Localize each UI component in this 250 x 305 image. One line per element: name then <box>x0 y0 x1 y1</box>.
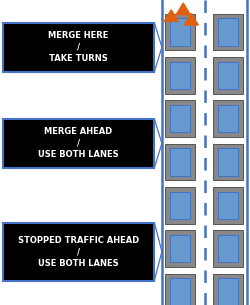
Text: STOPPED TRAFFIC AHEAD: STOPPED TRAFFIC AHEAD <box>18 235 138 245</box>
Text: USE BOTH LANES: USE BOTH LANES <box>38 150 118 160</box>
Bar <box>164 100 194 137</box>
Bar <box>212 14 242 50</box>
Bar <box>164 14 194 50</box>
Text: /: / <box>77 139 80 148</box>
Bar <box>170 192 190 219</box>
Bar <box>164 144 194 180</box>
Bar <box>170 148 190 176</box>
Bar <box>164 187 194 224</box>
Bar <box>170 18 190 46</box>
Bar <box>170 62 190 89</box>
Text: /: / <box>77 247 80 256</box>
Bar <box>164 274 194 305</box>
Bar <box>218 18 238 46</box>
Bar <box>218 192 238 219</box>
Bar <box>2 23 154 72</box>
Bar <box>212 230 242 267</box>
Bar <box>218 148 238 176</box>
Text: MERGE HERE: MERGE HERE <box>48 31 108 40</box>
Bar <box>212 274 242 305</box>
Bar <box>218 105 238 132</box>
Bar <box>212 100 242 137</box>
Bar <box>218 278 238 305</box>
Bar <box>212 187 242 224</box>
Polygon shape <box>164 10 177 21</box>
Text: USE BOTH LANES: USE BOTH LANES <box>38 259 118 268</box>
Bar <box>212 144 242 180</box>
Bar <box>2 223 154 281</box>
Bar <box>164 230 194 267</box>
Bar <box>212 57 242 94</box>
Bar <box>2 119 154 168</box>
Bar <box>218 235 238 262</box>
Bar <box>164 57 194 94</box>
Text: TAKE TURNS: TAKE TURNS <box>49 54 108 63</box>
Text: MERGE AHEAD: MERGE AHEAD <box>44 127 112 136</box>
Text: /: / <box>77 43 80 52</box>
Bar <box>170 235 190 262</box>
Polygon shape <box>184 13 198 25</box>
Polygon shape <box>176 3 190 15</box>
Bar <box>170 105 190 132</box>
Bar <box>170 278 190 305</box>
Bar <box>218 62 238 89</box>
